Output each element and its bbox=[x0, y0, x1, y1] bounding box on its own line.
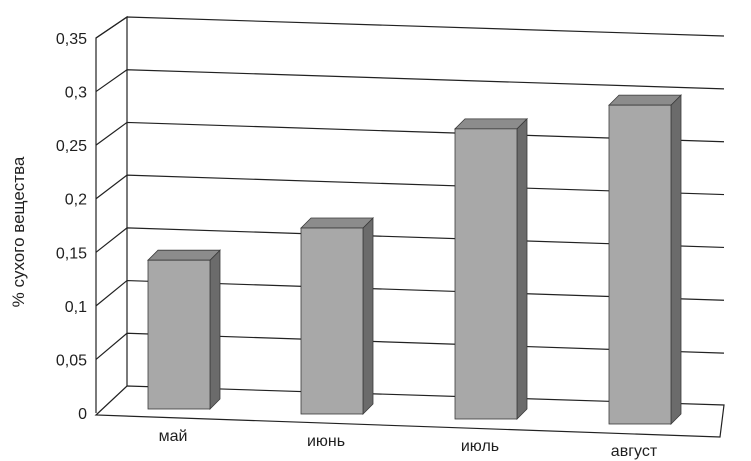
x-tick-labels: май июнь июль август bbox=[159, 428, 658, 460]
y-tick-label: 0,25 bbox=[56, 138, 87, 155]
gridline bbox=[95, 69, 725, 93]
gridline bbox=[95, 16, 725, 39]
bar bbox=[608, 104, 672, 425]
x-tick-label: июль bbox=[461, 438, 499, 455]
bar-side bbox=[362, 217, 374, 415]
bar-top bbox=[454, 118, 528, 130]
x-tick-label: июнь bbox=[307, 433, 345, 450]
bar bbox=[147, 259, 211, 410]
y-axis-title: % сухого вещества bbox=[9, 156, 28, 307]
bars bbox=[147, 94, 682, 425]
bar-top bbox=[300, 217, 374, 229]
bar bbox=[454, 128, 518, 420]
bar-top bbox=[608, 94, 682, 106]
bar-top bbox=[147, 249, 221, 261]
y-tick-label: 0,15 bbox=[56, 245, 87, 262]
x-tick-label: май bbox=[159, 428, 188, 445]
y-axis-line bbox=[95, 15, 128, 413]
y-tick-label: 0,3 bbox=[65, 85, 87, 102]
y-tick-label: 0,2 bbox=[65, 192, 87, 209]
y-tick-label: 0,05 bbox=[56, 352, 87, 369]
y-tick-label: 0 bbox=[78, 406, 87, 423]
y-tick-label: 0,35 bbox=[56, 31, 87, 48]
x-tick-label: август bbox=[611, 443, 658, 460]
y-tick-labels: 0 0,05 0,1 0,15 0,2 0,25 0,3 0,35 bbox=[56, 31, 87, 423]
axes bbox=[94, 15, 725, 438]
bar-side bbox=[209, 249, 221, 410]
bar-side bbox=[670, 94, 682, 425]
bar bbox=[300, 227, 364, 415]
floor-outline bbox=[94, 385, 725, 438]
bar-side bbox=[516, 117, 528, 420]
y-tick-label: 0,1 bbox=[65, 299, 87, 316]
